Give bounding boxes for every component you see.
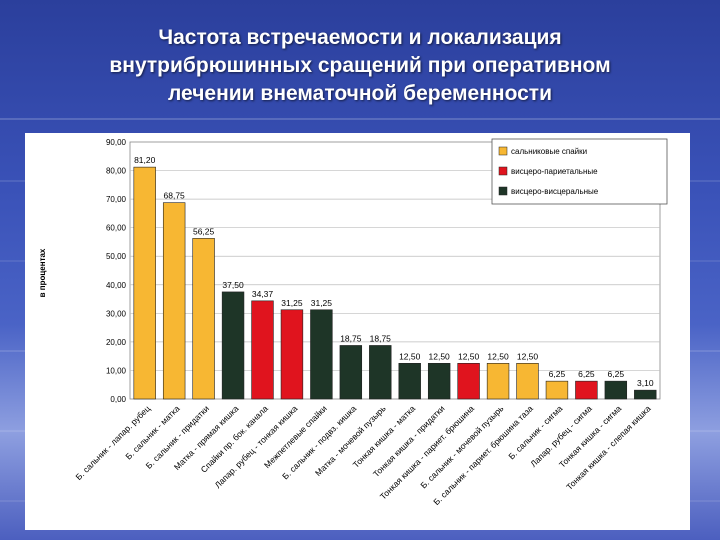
bar xyxy=(457,363,480,400)
data-label: 81,20 xyxy=(134,155,156,165)
data-label: 37,50 xyxy=(222,280,244,290)
data-label: 31,25 xyxy=(281,298,303,308)
title-line-1: Частота встречаемости и локализация xyxy=(158,26,562,49)
data-label: 12,50 xyxy=(458,351,480,361)
legend-label: висцеро-париетальные xyxy=(511,167,598,176)
y-tick-label: 90,00 xyxy=(106,138,127,147)
category-label: Б. сальник - матка xyxy=(123,403,181,461)
title-line-3: лечении внематочной беременности xyxy=(167,82,552,105)
bar xyxy=(192,238,215,400)
data-label: 31,25 xyxy=(311,298,333,308)
bar xyxy=(398,363,421,400)
bar xyxy=(545,380,569,400)
bar-chart: 0,00 10,00 20,00 30,00 40,00 50,00 60,00 70,00 8… xyxy=(38,138,668,507)
data-label: 12,50 xyxy=(517,351,539,361)
y-tick-label: 0,00 xyxy=(110,395,126,404)
y-tick-label: 40,00 xyxy=(106,281,127,290)
chart-card: 0,00 10,00 20,00 30,00 40,00 50,00 60,00 70,00 8… xyxy=(25,133,690,530)
legend-label: сальниковые спайки xyxy=(511,147,587,156)
y-tick-label: 60,00 xyxy=(106,224,127,233)
bar xyxy=(634,389,657,400)
legend-swatch xyxy=(498,186,508,196)
data-labels: 81,20 68,75 56,25 37,50 34,37 31,25 31,25 18,75… xyxy=(134,155,654,388)
y-tick-label: 80,00 xyxy=(106,167,127,176)
bar xyxy=(310,309,333,400)
bar xyxy=(339,345,363,400)
slide-title: Частота встречаемости и локализация внут… xyxy=(40,24,680,108)
y-tick-label: 30,00 xyxy=(106,309,127,318)
legend: сальниковые спайки висцеро-париетальные ви… xyxy=(491,138,668,205)
bar xyxy=(516,363,539,400)
data-label: 6,25 xyxy=(578,369,595,379)
y-tick-label: 70,00 xyxy=(106,195,127,204)
y-tick-label: 10,00 xyxy=(106,366,127,375)
bar xyxy=(486,363,510,400)
bar xyxy=(604,380,628,400)
bar xyxy=(221,291,245,400)
data-label: 12,50 xyxy=(487,351,509,361)
data-label: 34,37 xyxy=(252,289,274,299)
data-label: 6,25 xyxy=(549,369,566,379)
bar xyxy=(427,363,451,400)
data-label: 12,50 xyxy=(399,351,421,361)
bar xyxy=(575,380,598,400)
data-label: 68,75 xyxy=(164,191,186,201)
bar xyxy=(251,300,274,400)
y-axis-ticks: 0,00 10,00 20,00 30,00 40,00 50,00 60,00 70,00 8… xyxy=(106,138,127,404)
data-label: 12,50 xyxy=(429,351,451,361)
legend-label: висцеро-висцеральные xyxy=(511,187,599,196)
category-label: Б. сальник - сигма xyxy=(506,403,564,461)
bar xyxy=(280,309,304,400)
legend-box xyxy=(491,138,668,205)
data-label: 6,25 xyxy=(608,369,625,379)
title-line-2: внутрибрюшинных сращений при оперативном xyxy=(109,54,611,77)
data-label: 56,25 xyxy=(193,226,215,236)
y-tick-label: 50,00 xyxy=(106,252,127,261)
bars xyxy=(133,166,657,400)
data-label: 3,10 xyxy=(637,378,654,388)
data-label: 18,75 xyxy=(370,333,392,343)
bar xyxy=(369,345,392,400)
legend-swatch xyxy=(498,166,508,176)
bar xyxy=(133,166,156,400)
data-label: 18,75 xyxy=(340,333,362,343)
y-tick-label: 20,00 xyxy=(106,338,127,347)
legend-swatch xyxy=(498,146,508,156)
y-axis-label: в процентах xyxy=(38,248,47,297)
bar xyxy=(162,202,186,400)
